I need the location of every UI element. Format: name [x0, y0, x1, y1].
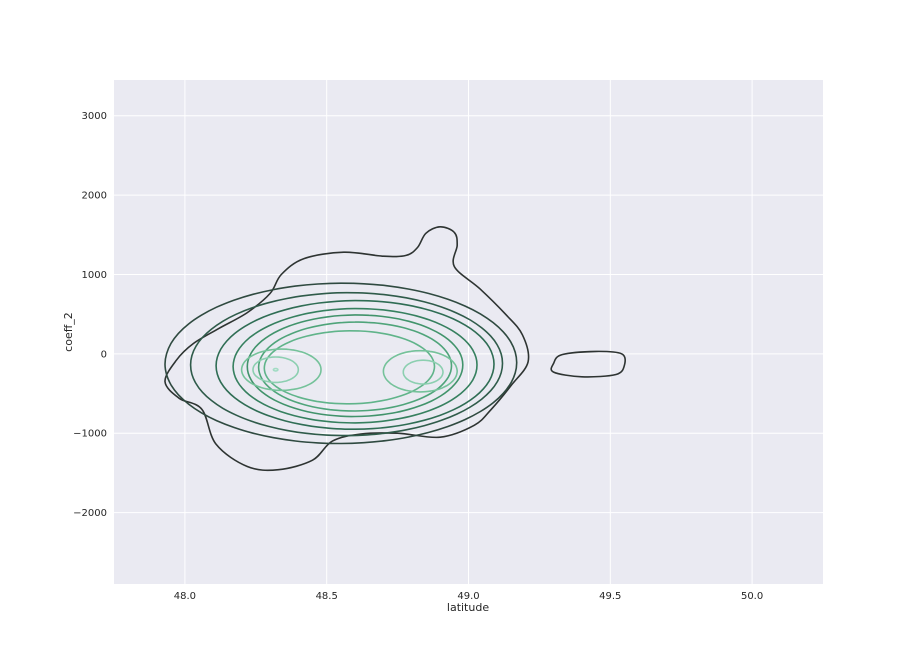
y-tick-label: 2000 [82, 191, 107, 202]
y-tick-label: 1000 [82, 270, 107, 281]
x-tick-labels: 48.0 48.5 49.0 49.5 50.0 [174, 591, 763, 602]
contour-level-11 [272, 367, 279, 372]
x-axis-label: latitude [447, 601, 489, 614]
contour-level-10 [402, 359, 444, 385]
contour-level-9 [382, 349, 458, 393]
y-tick-label: 0 [101, 349, 107, 360]
contour-level-8 [263, 330, 436, 405]
contour-level-9 [240, 348, 322, 392]
x-tick-label: 48.0 [174, 591, 196, 602]
y-tick-label: −2000 [73, 508, 107, 519]
contour-level-4 [215, 299, 495, 431]
y-tick-label: 3000 [82, 111, 107, 122]
y-axis-label: coeff_2 [62, 312, 75, 352]
y-tick-labels: −2000 −1000 0 1000 2000 3000 [73, 111, 107, 519]
contour-level-2 [164, 282, 518, 445]
y-tick-label: −1000 [73, 429, 107, 440]
x-tick-label: 50.0 [741, 591, 763, 602]
x-tick-label: 49.5 [599, 591, 621, 602]
contour-level-10 [252, 356, 300, 384]
contour-level-6 [246, 314, 464, 418]
x-tick-label: 48.5 [316, 591, 338, 602]
contour-level-5 [232, 307, 478, 424]
contour-lines [164, 225, 627, 472]
contour-level-7 [257, 321, 453, 412]
contour-level-1 [550, 350, 627, 378]
x-tick-label: 49.0 [457, 591, 479, 602]
contour-level-3 [189, 291, 504, 437]
